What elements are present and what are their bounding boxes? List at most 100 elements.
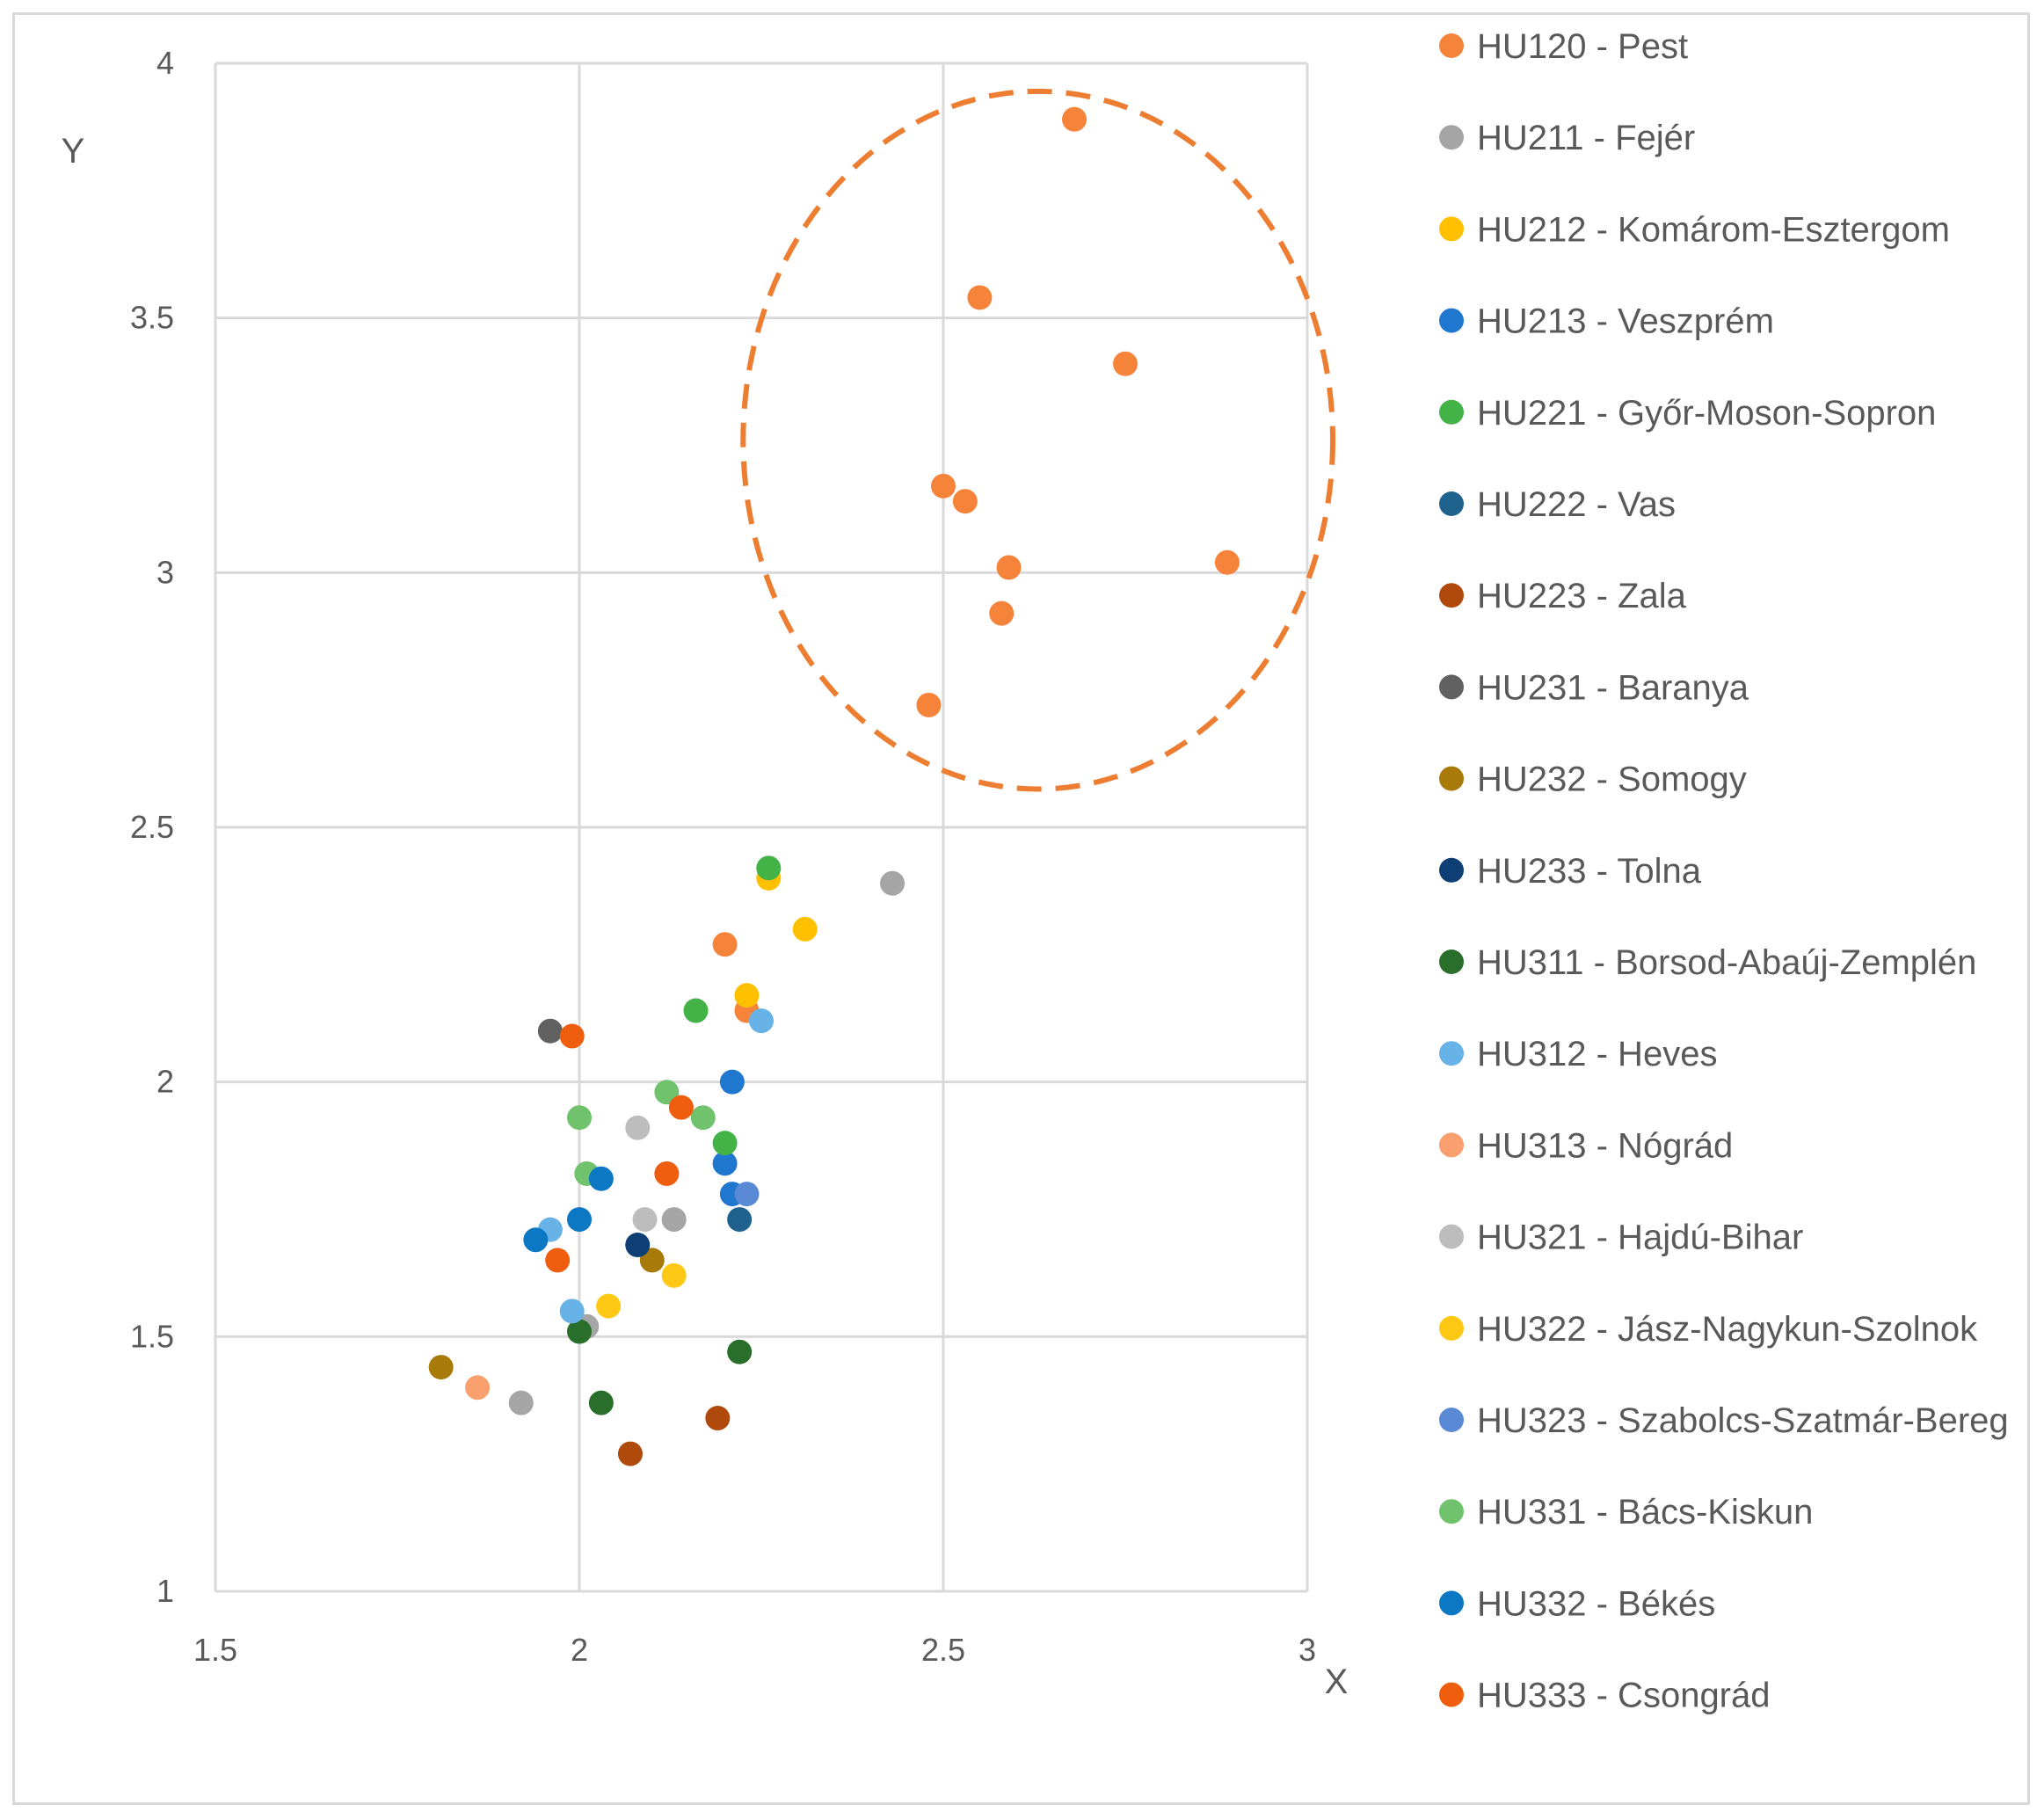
legend-label: HU221 - Győr-Moson-Sopron <box>1477 394 1936 433</box>
legend-label: HU223 - Zala <box>1477 577 1687 615</box>
data-point <box>916 692 942 717</box>
legend-marker <box>1439 583 1464 608</box>
data-point <box>668 1095 694 1120</box>
legend: HU120 - Pest HU211 - Fejér HU212 - Komárom… <box>1439 27 2009 1715</box>
legend-marker <box>1439 125 1464 150</box>
data-point <box>1214 549 1240 575</box>
legend-label: HU322 - Jász-Nagykun-Szolnok <box>1477 1310 1978 1349</box>
data-point <box>588 1390 614 1415</box>
data-point <box>428 1355 454 1380</box>
legend-label: HU120 - Pest <box>1477 27 1688 66</box>
data-point <box>683 998 709 1023</box>
y-axis-title: Y <box>62 132 85 171</box>
data-point <box>880 870 906 896</box>
data-point <box>1062 106 1087 132</box>
data-point <box>734 983 760 1008</box>
data-point <box>996 555 1022 580</box>
legend-label: HU321 - Hajdú-Bihar <box>1477 1219 1803 1257</box>
legend-marker <box>1439 766 1464 791</box>
x-axis-title: X <box>1325 1663 1349 1701</box>
legend-marker <box>1439 857 1464 883</box>
x-tick-label: 1.5 <box>193 1632 237 1668</box>
legend-label: HU323 - Szabolcs-Szatmár-Bereg <box>1477 1401 2009 1440</box>
legend-marker <box>1439 33 1464 58</box>
legend-label: HU213 - Veszprém <box>1477 302 1774 341</box>
legend-marker <box>1439 950 1464 974</box>
legend-marker <box>1439 1224 1464 1249</box>
legend-label: HU212 - Komárom-Esztergom <box>1477 210 1950 249</box>
legend-label: HU232 - Somogy <box>1477 760 1747 799</box>
data-point <box>639 1248 665 1273</box>
data-point <box>705 1406 731 1431</box>
y-tick-label: 2.5 <box>130 809 174 845</box>
data-point <box>625 1233 651 1258</box>
data-point <box>545 1248 571 1273</box>
data-point <box>654 1080 680 1105</box>
data-point <box>596 1293 622 1319</box>
data-point <box>537 1018 563 1044</box>
data-point <box>952 489 978 514</box>
data-point <box>690 1105 716 1131</box>
chart-frame <box>12 12 2030 1805</box>
data-point <box>756 855 782 881</box>
data-points <box>428 106 1240 1466</box>
legend-label: HU333 - Csongrád <box>1477 1677 1771 1715</box>
legend-label: HU311 - Borsod-Abaúj-Zemplén <box>1477 943 1976 982</box>
legend-marker <box>1439 1315 1464 1341</box>
data-point <box>712 1151 738 1176</box>
highlight-ellipse <box>740 88 1335 792</box>
data-point <box>508 1390 534 1415</box>
legend-label: HU233 - Tolna <box>1477 852 1702 891</box>
data-point <box>712 932 738 957</box>
data-point <box>727 1339 753 1364</box>
data-point <box>567 1105 592 1131</box>
data-point <box>661 1207 687 1233</box>
legend-label: HU231 - Baranya <box>1477 668 1749 707</box>
x-tick-label: 2 <box>571 1632 588 1668</box>
legend-marker <box>1439 399 1464 425</box>
data-point <box>712 1131 738 1156</box>
tick-labels: 1 1.5 2 2.5 3 3.5 4 1.5 2 2.5 3 <box>130 45 1316 1668</box>
legend-marker <box>1439 1408 1464 1432</box>
data-point <box>588 1166 614 1191</box>
legend-label: HU313 - Nógrád <box>1477 1126 1733 1165</box>
legend-marker <box>1439 491 1464 516</box>
data-point <box>559 1299 585 1324</box>
legend-label: HU312 - Heves <box>1477 1035 1717 1073</box>
y-tick-label: 1 <box>156 1573 174 1609</box>
data-point <box>734 1182 760 1207</box>
data-point <box>1113 351 1138 376</box>
data-point <box>625 1115 651 1140</box>
data-point <box>749 1008 774 1034</box>
data-point <box>523 1227 549 1253</box>
y-tick-label: 4 <box>156 45 174 81</box>
data-point <box>654 1161 680 1186</box>
x-tick-label: 3 <box>1298 1632 1316 1668</box>
data-point <box>989 600 1015 626</box>
data-point <box>661 1262 687 1288</box>
data-point <box>617 1441 643 1466</box>
data-point <box>567 1319 592 1344</box>
legend-marker <box>1439 1682 1464 1707</box>
y-tick-label: 3.5 <box>130 300 174 336</box>
y-tick-label: 2 <box>156 1064 174 1100</box>
legend-marker <box>1439 1590 1464 1616</box>
legend-marker <box>1439 308 1464 333</box>
data-point <box>727 1207 753 1233</box>
x-tick-label: 2.5 <box>921 1632 965 1668</box>
highlight-ellipse-layer <box>740 88 1335 792</box>
data-point <box>465 1375 491 1401</box>
legend-marker <box>1439 216 1464 242</box>
data-point <box>931 473 956 498</box>
legend-marker <box>1439 1499 1464 1524</box>
legend-marker <box>1439 674 1464 700</box>
legend-marker <box>1439 1041 1464 1066</box>
data-point <box>559 1023 585 1049</box>
legend-marker <box>1439 1132 1464 1158</box>
legend-label: HU332 - Békés <box>1477 1584 1715 1623</box>
data-point <box>567 1207 592 1233</box>
legend-label: HU331 - Bács-Kiskun <box>1477 1493 1813 1532</box>
legend-label: HU211 - Fejér <box>1477 119 1695 157</box>
legend-label: HU222 - Vas <box>1477 485 1676 524</box>
